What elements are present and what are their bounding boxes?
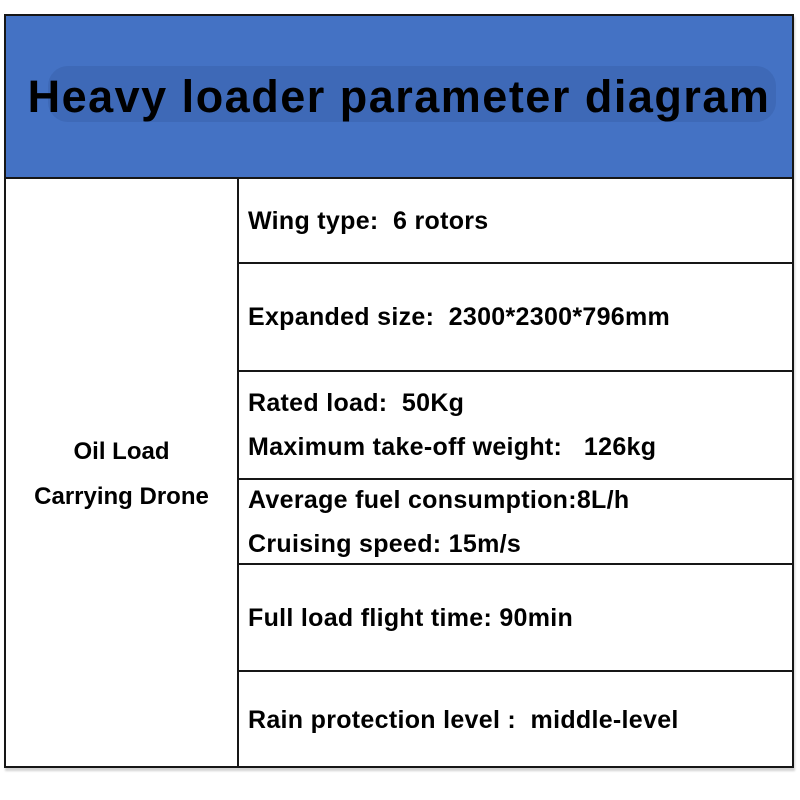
- spec-text-rated-load: Rated load: 50Kg: [248, 389, 465, 417]
- spec-text-wing-type: Wing type: 6 rotors: [248, 206, 489, 235]
- spec-text-avg-fuel-consumption: Average fuel consumption:8L/h: [248, 485, 630, 514]
- spec-text-cruising-speed: Cruising speed: 15m/s: [248, 529, 522, 558]
- spec-row-wing-type: Wing type: 6 rotors: [239, 179, 792, 264]
- spec-row-rain-protection: Rain protection level : middle-level: [239, 672, 792, 768]
- product-name-line1: Oil Load: [73, 437, 170, 465]
- spec-row-flight-time: Full load flight time: 90min: [239, 565, 792, 672]
- product-name-line2: Carrying Drone: [34, 482, 209, 510]
- spec-text-rain-protection-level: Rain protection level : middle-level: [248, 706, 679, 734]
- spec-row-fuel-speed: Average fuel consumption:8L/h Cruising s…: [239, 480, 792, 565]
- spec-row-expanded-size: Expanded size: 2300*2300*796mm: [239, 264, 792, 372]
- title-banner: Heavy loader parameter diagram: [6, 16, 792, 179]
- page-title: Heavy loader parameter diagram: [27, 70, 771, 122]
- spec-text-expanded-size: Expanded size: 2300*2300*796mm: [248, 303, 671, 331]
- spec-row-load-weight: Rated load: 50Kg Maximum take-off weight…: [239, 372, 792, 480]
- product-name-cell: Oil Load Carrying Drone: [6, 179, 239, 768]
- title-highlight-band: [48, 66, 776, 122]
- drone-parameter-sheet: Heavy loader parameter diagram Oil Load …: [4, 14, 794, 768]
- spec-text-full-load-flight-time: Full load flight time: 90min: [248, 603, 574, 632]
- parameter-table: Oil Load Carrying Drone Wing type: 6 rot…: [6, 179, 792, 768]
- spec-text-max-takeoff-weight: Maximum take-off weight: 126kg: [248, 433, 657, 461]
